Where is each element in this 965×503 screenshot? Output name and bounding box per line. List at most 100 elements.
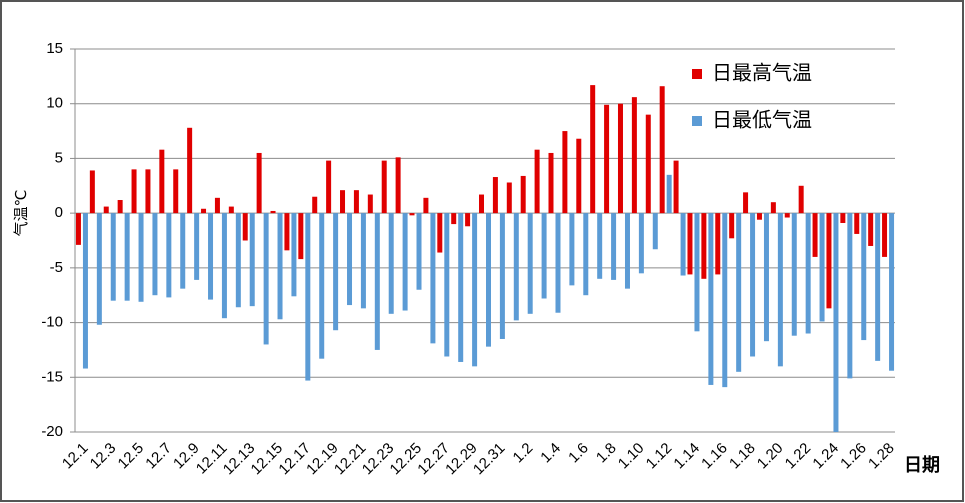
bar	[479, 194, 484, 214]
bar	[597, 213, 603, 279]
bar	[486, 213, 491, 347]
bar	[82, 213, 88, 369]
bar	[513, 213, 519, 321]
bar	[465, 213, 471, 227]
bar	[708, 213, 714, 385]
bar	[221, 213, 227, 319]
y-tick-label: 0	[55, 204, 63, 221]
bar	[847, 213, 853, 379]
bar	[180, 213, 186, 289]
y-tick-label: 5	[55, 149, 63, 166]
bar	[826, 213, 832, 309]
bar	[492, 177, 498, 214]
bar	[388, 213, 394, 314]
y-tick-label: 15	[46, 40, 63, 57]
bar	[861, 213, 867, 341]
bar	[798, 185, 804, 214]
bar	[360, 213, 366, 309]
y-tick-label: -10	[41, 314, 63, 331]
bar	[284, 213, 290, 251]
bar	[159, 149, 165, 214]
bar	[194, 213, 200, 280]
bar	[743, 192, 749, 214]
x-axis-label: 日期	[904, 455, 940, 475]
bar	[347, 213, 353, 306]
bar	[520, 175, 526, 214]
bar	[110, 213, 116, 301]
bar	[694, 213, 700, 332]
y-axis-label: 气温℃	[13, 190, 30, 237]
bar	[583, 213, 589, 296]
bar	[590, 85, 596, 214]
bar	[437, 213, 443, 253]
bar	[416, 213, 422, 290]
bar	[701, 213, 707, 279]
bar	[527, 213, 533, 314]
bar	[89, 170, 95, 214]
bar	[423, 197, 429, 214]
bar	[242, 213, 248, 241]
bar	[256, 152, 262, 214]
bar	[882, 213, 888, 257]
bar	[784, 213, 790, 218]
bar	[117, 200, 123, 214]
bar	[666, 174, 672, 214]
bar	[631, 97, 637, 214]
bar	[854, 213, 860, 234]
bar	[687, 213, 693, 275]
bar	[208, 213, 214, 300]
bar	[756, 213, 762, 220]
bar	[604, 104, 610, 214]
bar	[638, 213, 644, 274]
bar	[228, 206, 234, 214]
y-tick-label: -20	[41, 423, 63, 440]
bar	[812, 213, 818, 257]
bar	[451, 213, 457, 225]
bar	[736, 213, 742, 372]
bar	[444, 213, 450, 357]
bar	[138, 213, 144, 302]
bar	[611, 213, 617, 280]
bar	[645, 114, 651, 214]
bar	[506, 182, 512, 214]
bar	[833, 213, 839, 432]
bar	[541, 213, 547, 299]
bar	[214, 197, 220, 214]
bar	[750, 213, 756, 357]
bar	[333, 213, 339, 331]
bar	[777, 213, 783, 367]
bar	[729, 213, 735, 239]
bar	[319, 213, 325, 359]
bar	[770, 202, 776, 214]
bar	[96, 213, 102, 325]
bar	[340, 190, 346, 214]
bar	[173, 169, 179, 214]
bar	[103, 206, 109, 214]
bar	[472, 213, 478, 367]
bar	[326, 160, 332, 214]
bar	[152, 213, 158, 296]
bar	[499, 213, 505, 339]
y-tick-label: 10	[46, 95, 63, 112]
bar	[124, 213, 130, 301]
bar	[75, 213, 81, 245]
bar	[131, 169, 137, 214]
legend-label: 日最低气温	[712, 108, 812, 131]
bar	[617, 103, 623, 214]
bar	[840, 213, 846, 223]
bar	[534, 149, 540, 214]
legend-swatch	[692, 116, 702, 126]
bar	[374, 213, 380, 350]
bar	[270, 210, 276, 214]
bar	[402, 213, 408, 311]
legend-label: 日最高气温	[712, 61, 812, 84]
bar	[652, 213, 658, 250]
y-tick-label: -15	[41, 368, 63, 385]
bar	[291, 213, 297, 297]
bar	[263, 213, 269, 345]
legend-swatch	[692, 69, 702, 79]
bar	[763, 213, 769, 342]
bar	[395, 157, 401, 214]
bar	[805, 213, 811, 334]
